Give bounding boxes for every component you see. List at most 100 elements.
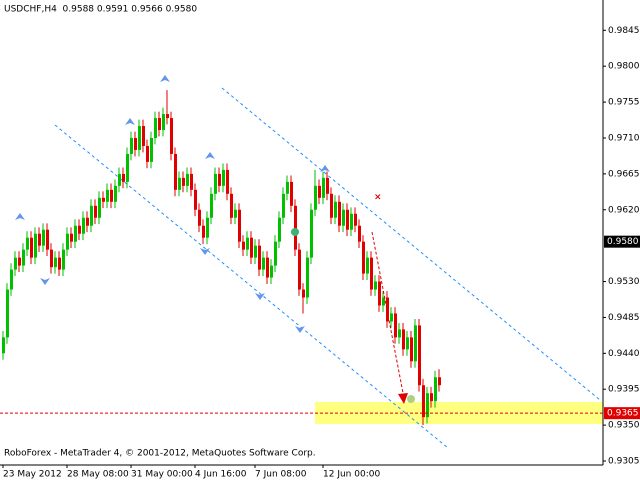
candle-body — [422, 385, 425, 418]
candle-body — [430, 393, 433, 402]
candle-body — [434, 377, 437, 402]
candle-body — [362, 241, 365, 274]
candle-body — [290, 181, 293, 206]
candle-body — [410, 337, 413, 362]
y-tick-label: 0.9305 — [608, 457, 640, 467]
candle-body — [94, 205, 97, 218]
candle-body — [278, 217, 281, 242]
fractal-up — [125, 118, 135, 125]
candle-body — [306, 257, 309, 298]
candle-body — [438, 377, 441, 386]
candle-body — [214, 173, 217, 194]
candle-body — [82, 217, 85, 234]
point-mark — [407, 395, 415, 403]
candle-body — [394, 313, 397, 338]
y-tick-label: 0.9665 — [608, 169, 640, 179]
candle-body — [186, 173, 189, 186]
candle-body — [162, 114, 165, 131]
candle-body — [90, 205, 93, 226]
candle-body — [286, 181, 289, 194]
candle-body — [346, 209, 349, 230]
level-label: 0.9365 — [607, 409, 639, 419]
candle-body — [30, 237, 33, 258]
candle-body — [414, 325, 417, 362]
candle-body — [122, 173, 125, 182]
candle-body — [198, 209, 201, 226]
candle-body — [62, 249, 65, 270]
candle-body — [386, 297, 389, 322]
candle-body — [106, 189, 109, 202]
candle-body — [226, 169, 229, 194]
candle-body — [294, 205, 297, 250]
candle-body — [14, 257, 17, 270]
candle-body — [354, 213, 357, 226]
y-tick-label: 0.9620 — [608, 205, 640, 215]
y-tick-label: 0.9485 — [608, 313, 640, 323]
candle-body — [378, 281, 381, 306]
candle-body — [322, 177, 325, 198]
y-tick-label: 0.9845 — [608, 26, 640, 36]
candle-body — [10, 269, 13, 290]
candle-body — [130, 137, 133, 154]
candle-body — [70, 233, 73, 242]
candle-body — [250, 237, 253, 258]
candle-body — [58, 257, 61, 270]
candle-body — [194, 189, 197, 210]
candle-body — [274, 241, 277, 266]
chart-title: USDCHF,H4 0.9588 0.9591 0.9566 0.9580 — [4, 5, 197, 15]
candle-body — [50, 249, 53, 268]
y-tick-label: 0.9530 — [608, 277, 640, 287]
candle-body — [134, 137, 137, 150]
candle-body — [138, 126, 141, 150]
channel-upper — [221, 87, 601, 401]
candle-body — [158, 118, 161, 131]
candle-body — [146, 145, 149, 162]
candle-body — [342, 209, 345, 226]
candle-body — [238, 209, 241, 242]
fractal-down — [40, 278, 50, 285]
candle-body — [66, 233, 69, 250]
candle-body — [318, 185, 321, 198]
fractal-down — [255, 293, 265, 300]
candle-body — [46, 229, 49, 250]
candle-body — [42, 229, 45, 246]
candle-body — [270, 265, 273, 278]
candle-body — [426, 393, 429, 418]
candle-body — [406, 337, 409, 350]
forecast-arrow — [371, 231, 405, 399]
candle-body — [338, 201, 341, 226]
candle-body — [234, 209, 237, 218]
candle-body — [178, 177, 181, 190]
candle-body — [210, 193, 213, 218]
fractals — [15, 75, 330, 333]
price-label: 0.9580 — [607, 237, 639, 247]
y-tick-label: 0.9710 — [608, 133, 640, 143]
candle-body — [150, 137, 153, 162]
candle-body — [282, 193, 285, 218]
fractal-up — [320, 165, 330, 172]
candle-body — [262, 257, 265, 270]
candle-body — [54, 257, 57, 268]
candle-body — [166, 114, 169, 119]
candle-body — [174, 153, 177, 190]
y-tick-label: 0.9350 — [608, 421, 640, 431]
candle-body — [170, 118, 173, 154]
candle-body — [126, 153, 129, 182]
fractal-up — [160, 75, 170, 82]
candle-body — [258, 245, 261, 270]
candle-body — [34, 233, 37, 258]
candle-body — [6, 289, 9, 338]
x-tick-label: 23 May 2012 — [3, 470, 62, 480]
candle-body — [218, 173, 221, 186]
candle-body — [118, 173, 121, 186]
candles — [2, 90, 441, 426]
candle-body — [418, 325, 421, 386]
candle-body — [142, 126, 145, 146]
candle-body — [26, 237, 29, 250]
x-tick-label: 28 May 08:00 — [67, 470, 129, 480]
candle-body — [330, 193, 333, 218]
candle-body — [246, 237, 249, 250]
candle-body — [2, 337, 5, 354]
